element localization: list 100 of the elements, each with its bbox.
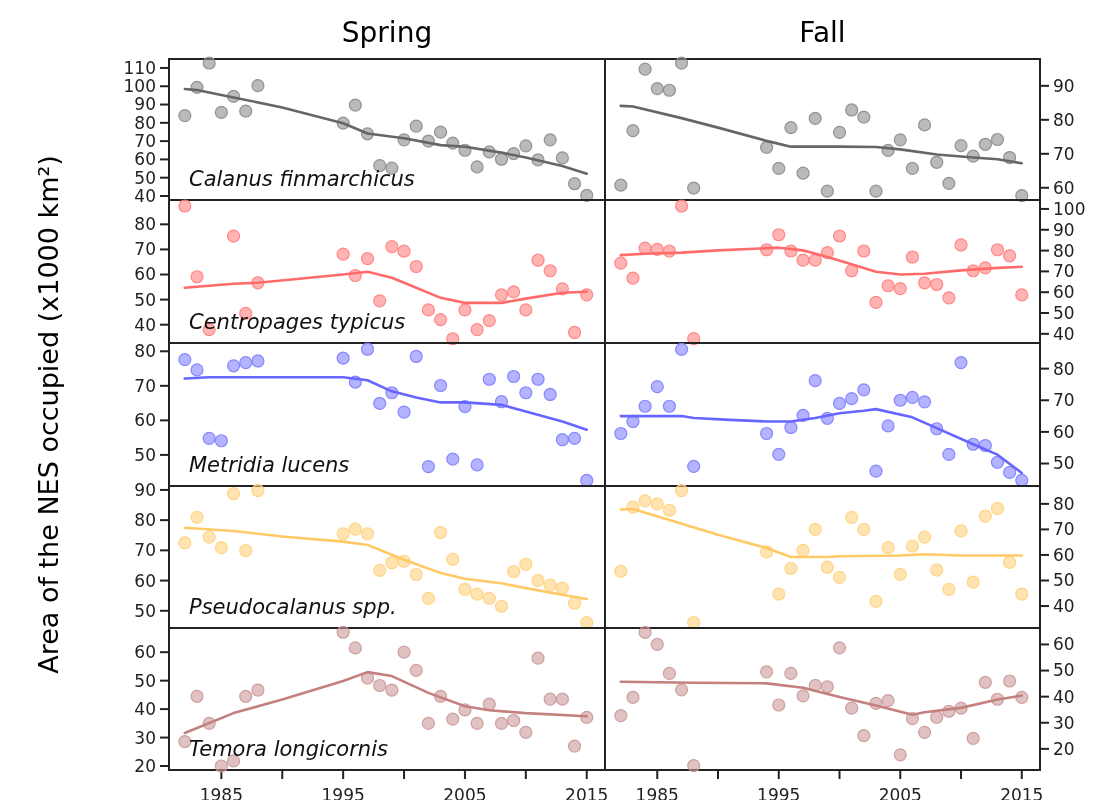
y-tick-label: 90 [1053,75,1075,96]
point [626,690,640,705]
point [567,177,582,191]
y-tick-label: 50 [1053,570,1075,591]
point [662,399,676,413]
point [1015,473,1029,487]
point [966,731,980,746]
point [857,244,871,258]
annotation: Centropages typicus [189,310,406,334]
point [638,399,652,413]
y-tick-label: 70 [134,540,156,561]
y-tick-label: 80 [134,341,156,362]
point [214,759,228,773]
y-tick-label: 70 [1053,519,1075,540]
point [930,563,944,577]
point [930,277,944,292]
point [226,229,241,243]
point [336,527,350,541]
point [881,279,895,293]
point [760,140,774,154]
point [531,253,545,267]
annotation: Temora longicornis [189,737,388,761]
point [820,560,834,574]
point [808,253,822,267]
y-tick-label: 100 [123,76,156,97]
y-tick-label: 30 [134,727,156,748]
point [421,591,436,605]
y-tick-label: 70 [134,131,156,152]
point [385,240,399,254]
point [543,387,557,402]
point [893,567,907,581]
y-tick-label: 40 [134,314,156,335]
y-tick-label: 30 [1053,712,1075,733]
y-tick-label: 50 [134,600,156,621]
y-tick-label: 60 [1053,177,1075,198]
point [470,160,484,174]
point [930,155,944,169]
point [567,596,582,610]
point [555,433,569,447]
point [905,161,920,175]
point [905,250,920,264]
point [482,697,496,711]
point [543,133,557,147]
point [893,748,907,762]
point [507,713,521,728]
y-tick-label: 80 [1053,240,1075,261]
point [905,539,920,553]
point [796,543,810,557]
point [614,426,628,441]
point [190,510,204,525]
y-tick-label: 110 [123,57,156,78]
point [942,582,956,597]
point [869,295,883,310]
y-tick-label: 90 [134,479,156,500]
y-tick-label: 80 [1053,109,1075,130]
y-tick-label: 20 [1053,738,1075,759]
point [421,460,436,474]
point [397,645,411,659]
point [662,503,676,517]
point [373,678,387,693]
point [930,710,944,724]
y-tick-label: 60 [1053,421,1075,442]
point [507,285,521,299]
point [978,137,992,151]
point [808,111,822,126]
point [687,181,701,195]
point [638,625,652,640]
point [397,244,411,258]
point [857,110,871,124]
point [385,556,399,570]
point [687,758,701,773]
y-tick-label: 50 [1053,302,1075,323]
point [687,459,701,473]
point [190,689,204,703]
line-series [183,375,589,431]
y-tick-label: 80 [1053,493,1075,514]
y-tick-label: 50 [1053,660,1075,681]
chart-title: Spring [341,16,433,49]
point [239,356,253,370]
point [178,536,192,550]
point [214,434,228,448]
point [784,121,798,135]
point [336,351,350,365]
point [373,294,387,308]
point [555,581,569,595]
point [954,524,968,538]
point [857,522,871,537]
point [674,342,689,356]
point [845,701,859,715]
point [239,544,253,558]
point [385,683,399,697]
point [360,252,375,266]
point [336,625,350,639]
point [832,641,847,655]
point [433,378,448,393]
point [421,303,436,317]
point [760,426,774,441]
point [990,455,1005,469]
point [796,689,810,703]
point [494,152,509,166]
